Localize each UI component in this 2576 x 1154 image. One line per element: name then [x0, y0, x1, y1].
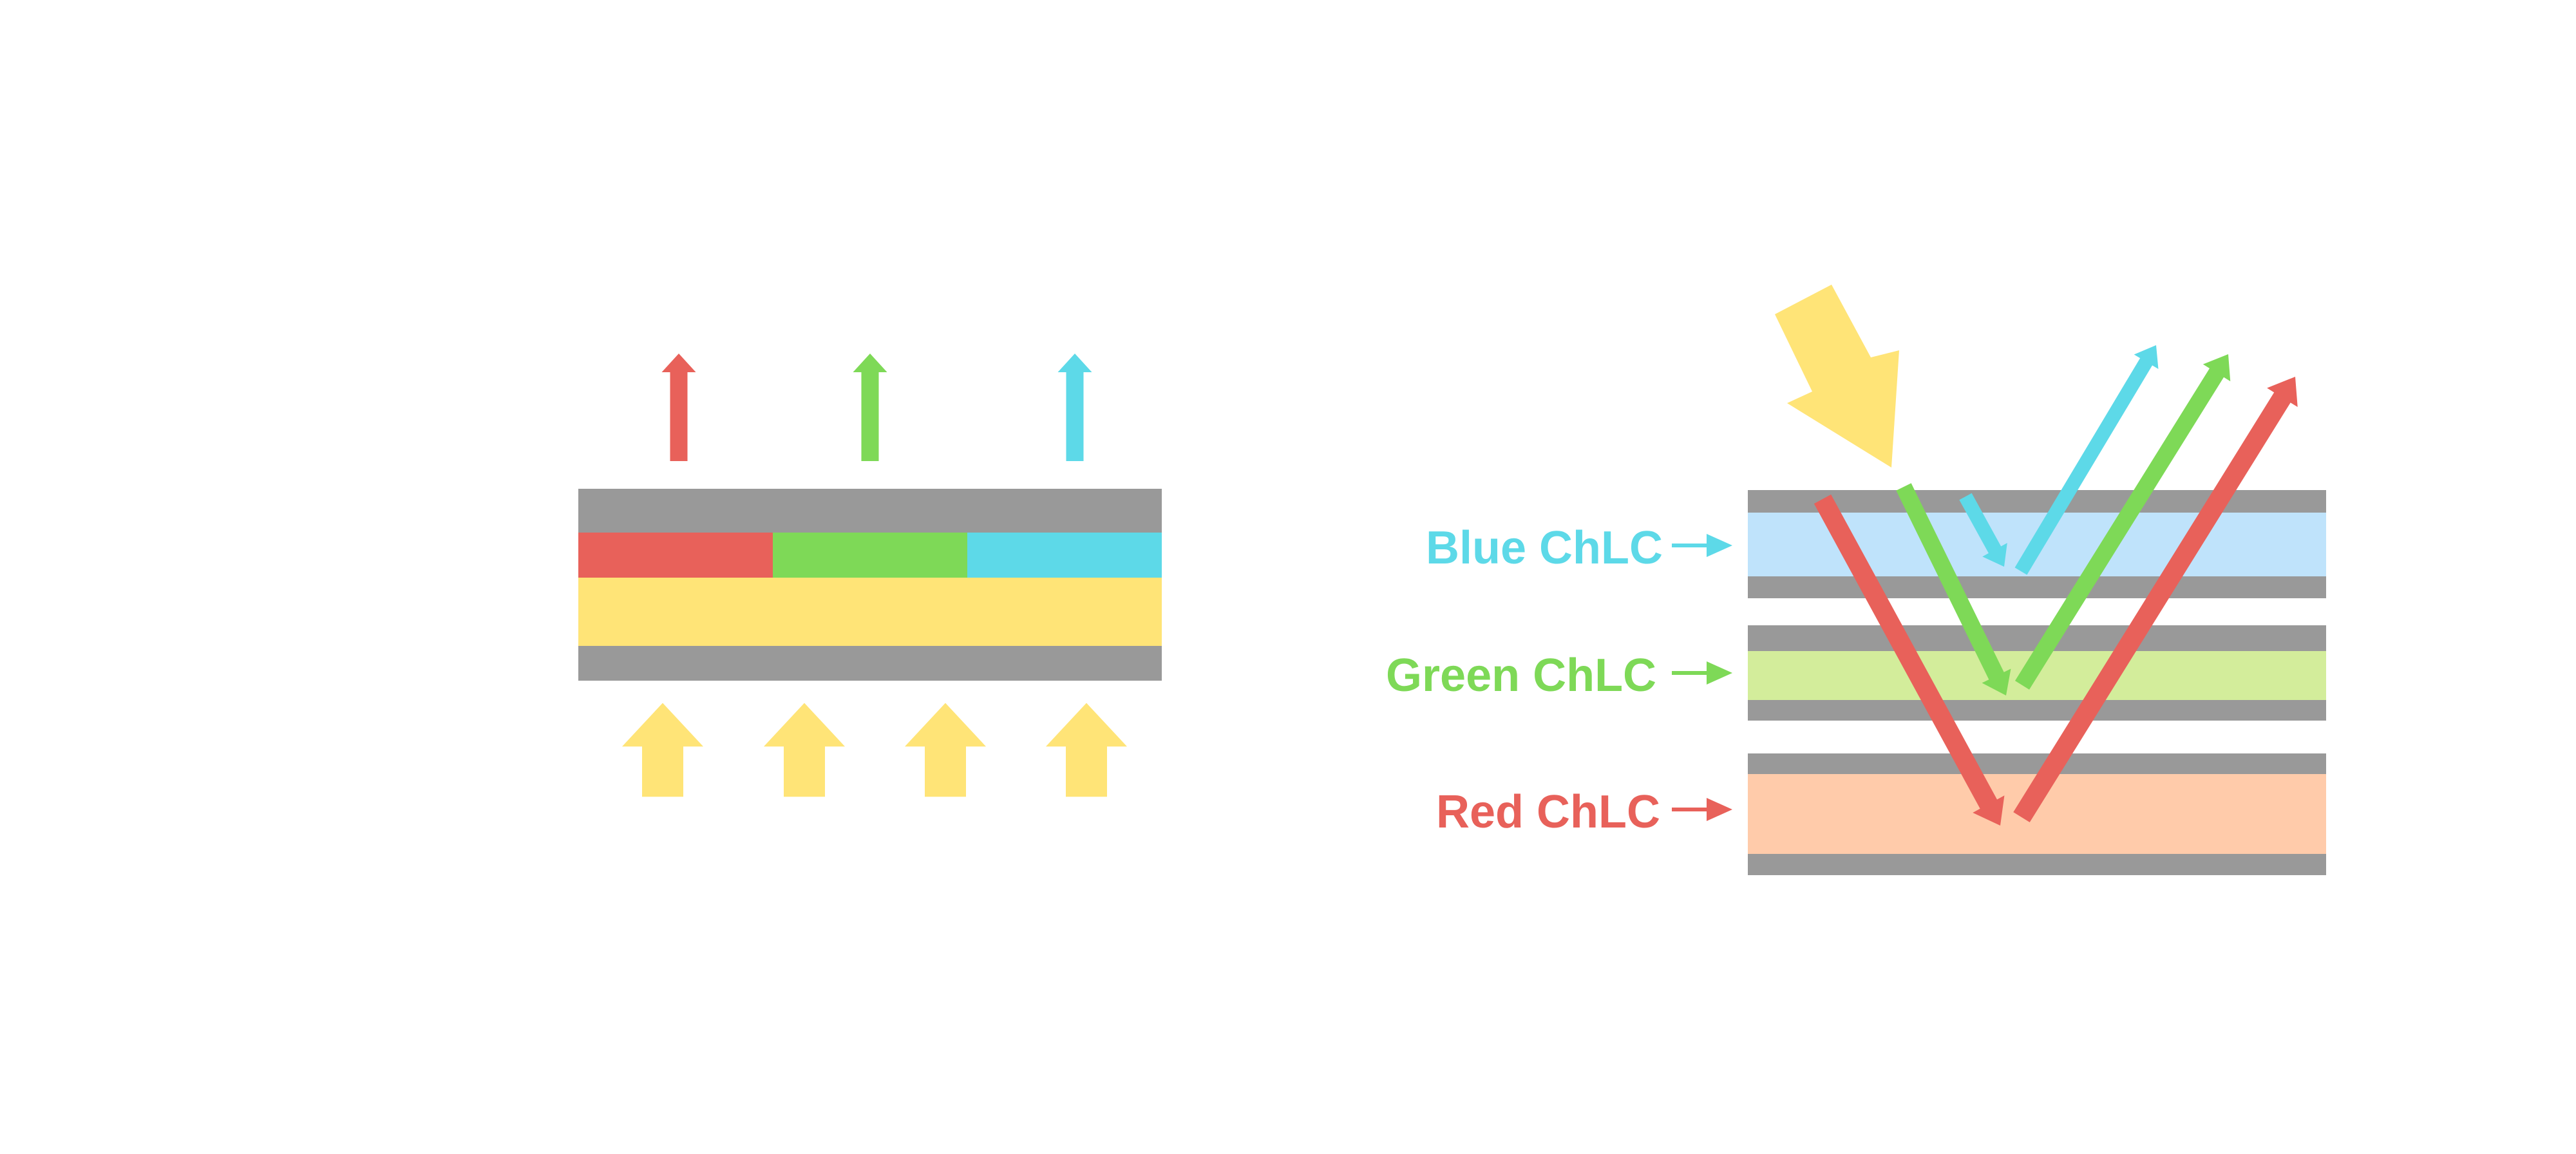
svg-text:Blue ChLC: Blue ChLC — [1426, 522, 1663, 574]
svg-text:Green ChLC: Green ChLC — [1386, 650, 1656, 701]
svg-text:Red ChLC: Red ChLC — [1436, 786, 1660, 838]
